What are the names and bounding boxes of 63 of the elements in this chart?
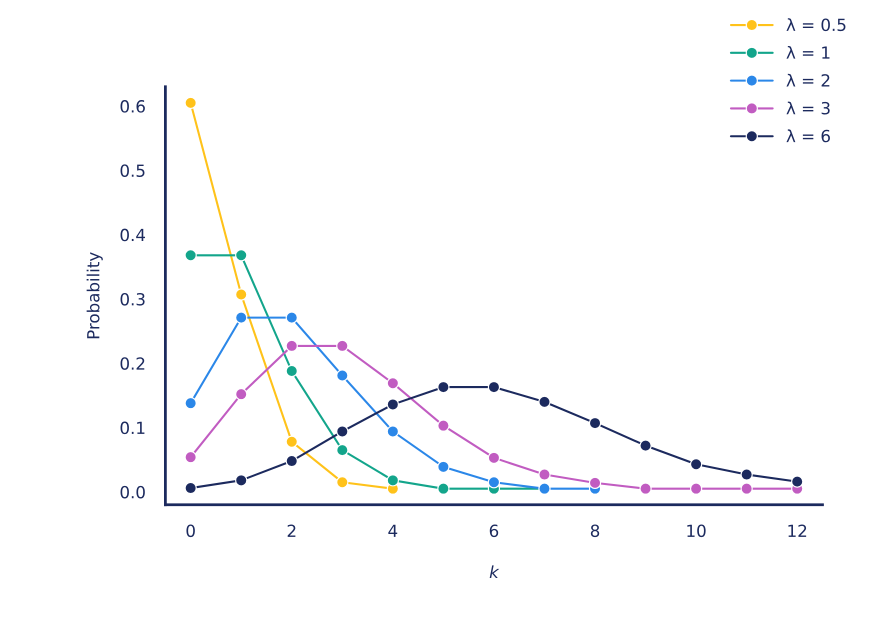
legend-label: λ = 2 <box>786 74 830 86</box>
y-tick-label: 0.6 <box>120 100 145 113</box>
y-tick-label: 0.0 <box>120 486 145 498</box>
point <box>235 474 248 486</box>
point <box>639 482 652 495</box>
point <box>286 340 298 352</box>
point <box>336 425 348 438</box>
point <box>336 444 348 456</box>
point <box>488 380 500 394</box>
y-tick-label: 0.4 <box>120 228 146 242</box>
legend-label: λ = 0.5 <box>786 18 846 32</box>
point <box>588 476 602 490</box>
y-tick-label: 0.1 <box>120 422 144 434</box>
y-tick-label: 0.3 <box>120 292 145 306</box>
point <box>538 468 551 481</box>
point <box>235 249 248 262</box>
point <box>386 474 399 486</box>
point <box>235 388 248 400</box>
legend-label: λ = 1 <box>786 46 830 59</box>
point <box>286 454 298 468</box>
point <box>386 377 399 390</box>
point <box>437 380 450 394</box>
point <box>690 458 702 470</box>
x-tick-label: 12 <box>788 524 806 537</box>
x-tick-label: 4 <box>388 524 398 537</box>
point <box>336 340 348 352</box>
point <box>588 416 602 430</box>
point <box>184 249 197 262</box>
point <box>488 476 500 488</box>
point <box>488 452 500 464</box>
point <box>639 439 652 452</box>
y-tick-label: 0.2 <box>120 357 144 370</box>
x-tick-label: 6 <box>490 524 498 538</box>
point <box>286 436 298 448</box>
point <box>690 482 702 495</box>
point <box>386 425 399 438</box>
point <box>386 398 399 411</box>
x-axis-title: k <box>490 565 500 578</box>
point <box>235 312 248 324</box>
point <box>184 96 197 109</box>
point <box>437 420 450 432</box>
point <box>740 468 753 481</box>
point <box>286 364 298 378</box>
point <box>184 451 197 464</box>
legend-label: λ = 3 <box>786 102 830 115</box>
point <box>538 396 551 408</box>
point <box>286 312 298 324</box>
point <box>184 482 197 494</box>
point <box>336 369 348 382</box>
point <box>437 482 450 495</box>
point <box>235 288 248 301</box>
y-tick-label: 0.5 <box>120 164 144 177</box>
point <box>740 482 753 495</box>
point <box>336 476 348 488</box>
point <box>184 397 197 410</box>
y-axis-title: Probability <box>86 252 103 338</box>
point <box>437 460 450 473</box>
x-tick-label: 0 <box>186 524 195 538</box>
x-tick-label: 8 <box>590 524 600 538</box>
point <box>791 475 804 488</box>
x-tick-label: 10 <box>687 524 706 538</box>
x-tick-label: 2 <box>288 524 296 537</box>
legend-label: λ = 6 <box>786 129 830 142</box>
